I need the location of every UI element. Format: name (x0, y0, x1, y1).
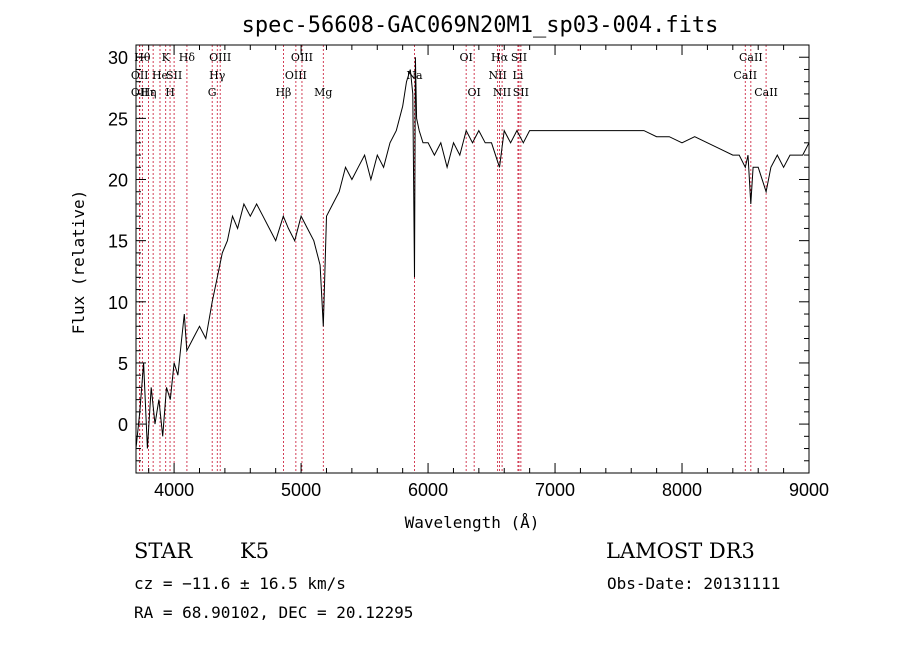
y-tick-label: 15 (108, 232, 128, 252)
line-label: SII (166, 69, 182, 82)
line-label: OII (131, 69, 149, 82)
x-tick-label: 9000 (789, 480, 829, 500)
line-label: Hε (141, 86, 157, 99)
coordinates: RA = 68.90102, DEC = 20.12295 (134, 603, 414, 622)
subclass: K5 (240, 539, 270, 563)
survey-name: LAMOST DR3 (606, 539, 755, 563)
object-class: STAR (134, 539, 193, 563)
line-label: OIII (209, 51, 231, 64)
y-tick-label: 25 (108, 109, 128, 129)
line-label: H (165, 86, 175, 99)
y-tick-label: 0 (118, 415, 128, 435)
line-label: Hα (491, 51, 509, 64)
line-label: SII (511, 51, 527, 64)
line-label: Hβ (275, 86, 291, 99)
line-label: Hγ (209, 69, 226, 82)
spectrum-line (135, 57, 810, 449)
line-label: He (152, 69, 168, 82)
line-label: CaII (739, 51, 763, 64)
y-tick-label: 5 (118, 354, 128, 374)
axis-ticks: 4000 5000 6000 7000 8000 9000 0 5 10 15 20 25 30 (108, 44, 829, 500)
line-label: OIII (291, 51, 313, 64)
x-tick-label: 4000 (154, 480, 194, 500)
line-label: OI (459, 51, 472, 64)
line-labels: HθOIIOIIHεηHeKHSIIHδGHγOIIIHβOIIIOIIIMgN… (131, 51, 778, 99)
x-tick-label: 8000 (662, 480, 702, 500)
y-axis-label: Flux (relative) (69, 190, 88, 335)
plot-frame (135, 44, 810, 474)
line-label: K (162, 51, 171, 64)
line-label: NII (488, 69, 506, 82)
chart-title: spec-56608-GAC069N20M1_sp03-004.fits (242, 13, 719, 38)
line-label: G (208, 86, 217, 99)
line-label: SII (513, 86, 529, 99)
line-label: CaII (733, 69, 757, 82)
y-tick-label: 20 (108, 171, 128, 191)
x-tick-label: 5000 (281, 480, 321, 500)
redshift-cz: cz = −11.6 ± 16.5 km/s (134, 574, 346, 593)
line-label: CaII (754, 86, 778, 99)
line-label: η (150, 86, 157, 99)
line-label: Mg (314, 86, 332, 99)
line-label: Li (513, 69, 524, 82)
y-tick-label: 10 (108, 293, 128, 313)
line-label: OIII (285, 69, 307, 82)
x-axis-label: Wavelength (Å) (405, 513, 540, 532)
y-tick-label: 30 (108, 48, 128, 68)
x-tick-label: 6000 (408, 480, 448, 500)
line-label: OII (131, 86, 149, 99)
line-markers (139, 45, 767, 473)
line-label: Hδ (179, 51, 196, 64)
line-label: OI (467, 86, 480, 99)
line-label: NII (493, 86, 511, 99)
obs-date: Obs-Date: 20131111 (607, 574, 781, 593)
x-tick-label: 7000 (535, 480, 575, 500)
